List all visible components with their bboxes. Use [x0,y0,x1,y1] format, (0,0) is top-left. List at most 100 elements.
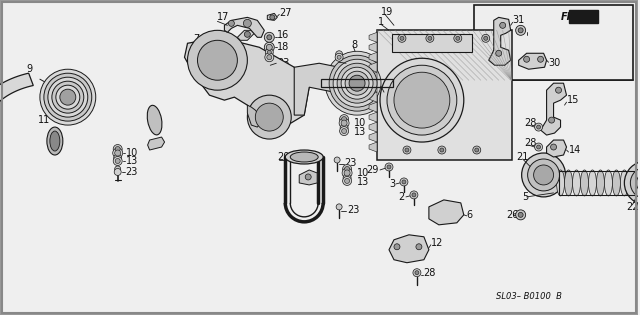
Circle shape [270,15,275,20]
Text: 14: 14 [568,145,580,155]
Circle shape [630,167,640,199]
Text: 28: 28 [525,138,537,148]
Circle shape [228,20,234,26]
Bar [474,5,634,80]
Circle shape [305,174,311,180]
Text: 13: 13 [354,127,366,137]
Circle shape [344,178,349,183]
Polygon shape [294,63,344,115]
Circle shape [339,118,349,128]
Text: 27: 27 [279,9,292,18]
Circle shape [340,127,349,135]
Ellipse shape [291,152,318,162]
Circle shape [329,55,385,111]
Ellipse shape [47,127,63,155]
Circle shape [484,36,488,40]
Text: 28: 28 [525,118,537,128]
Text: 9: 9 [26,64,32,74]
Ellipse shape [285,150,323,164]
Circle shape [518,28,523,33]
Circle shape [264,42,275,52]
Text: 7: 7 [193,34,200,44]
Circle shape [534,143,543,151]
Circle shape [188,30,247,90]
Circle shape [475,148,479,152]
Circle shape [114,169,121,175]
Polygon shape [518,53,547,69]
Circle shape [115,166,121,172]
Circle shape [341,67,373,99]
Polygon shape [268,13,277,20]
Polygon shape [237,30,254,40]
Polygon shape [369,72,377,82]
Circle shape [548,117,554,123]
Circle shape [342,176,351,186]
Text: 4: 4 [377,79,383,89]
Text: 31: 31 [513,15,525,25]
Text: 22: 22 [627,202,639,212]
Circle shape [516,210,525,220]
Bar [392,34,472,52]
Text: 10: 10 [357,168,369,178]
Circle shape [341,120,347,126]
Circle shape [413,269,421,277]
Polygon shape [369,42,377,52]
Circle shape [333,59,381,107]
Circle shape [337,55,341,59]
Text: 16: 16 [277,30,289,40]
Ellipse shape [580,170,588,196]
Polygon shape [369,142,377,152]
Circle shape [343,174,351,182]
Circle shape [243,19,252,27]
Polygon shape [369,102,377,112]
Circle shape [516,25,525,35]
Circle shape [380,58,464,142]
Polygon shape [0,73,33,157]
Polygon shape [184,37,309,127]
Text: 13: 13 [357,177,369,187]
Circle shape [402,180,406,184]
Circle shape [496,50,502,56]
Polygon shape [369,32,377,42]
Text: 23: 23 [125,167,138,177]
Polygon shape [225,17,264,37]
Ellipse shape [620,170,628,196]
Text: 18: 18 [277,42,289,52]
Polygon shape [389,235,429,263]
Circle shape [482,34,490,42]
Circle shape [522,153,566,197]
Bar [559,171,640,195]
Text: 23: 23 [277,58,290,68]
Circle shape [410,191,418,199]
Text: 8: 8 [351,40,357,50]
Circle shape [337,63,377,103]
Text: 1: 1 [378,17,384,27]
Circle shape [266,48,273,56]
Circle shape [255,103,284,131]
Circle shape [556,87,561,93]
Text: 26: 26 [507,210,519,220]
Bar [377,30,511,160]
Ellipse shape [604,170,612,196]
Polygon shape [369,92,377,102]
Circle shape [113,148,123,158]
Text: 28: 28 [423,268,435,278]
Circle shape [244,31,250,37]
Circle shape [342,164,351,174]
Circle shape [527,159,559,191]
Polygon shape [568,10,598,23]
Polygon shape [369,82,377,92]
Circle shape [268,50,271,54]
Circle shape [266,44,272,50]
Circle shape [625,161,640,205]
Ellipse shape [596,170,604,196]
Ellipse shape [50,131,60,151]
Circle shape [264,32,275,42]
Circle shape [416,244,422,250]
Polygon shape [300,170,317,185]
Text: 10: 10 [125,148,138,158]
Circle shape [456,36,460,40]
Circle shape [385,163,393,171]
Circle shape [403,146,411,154]
Circle shape [115,158,120,163]
